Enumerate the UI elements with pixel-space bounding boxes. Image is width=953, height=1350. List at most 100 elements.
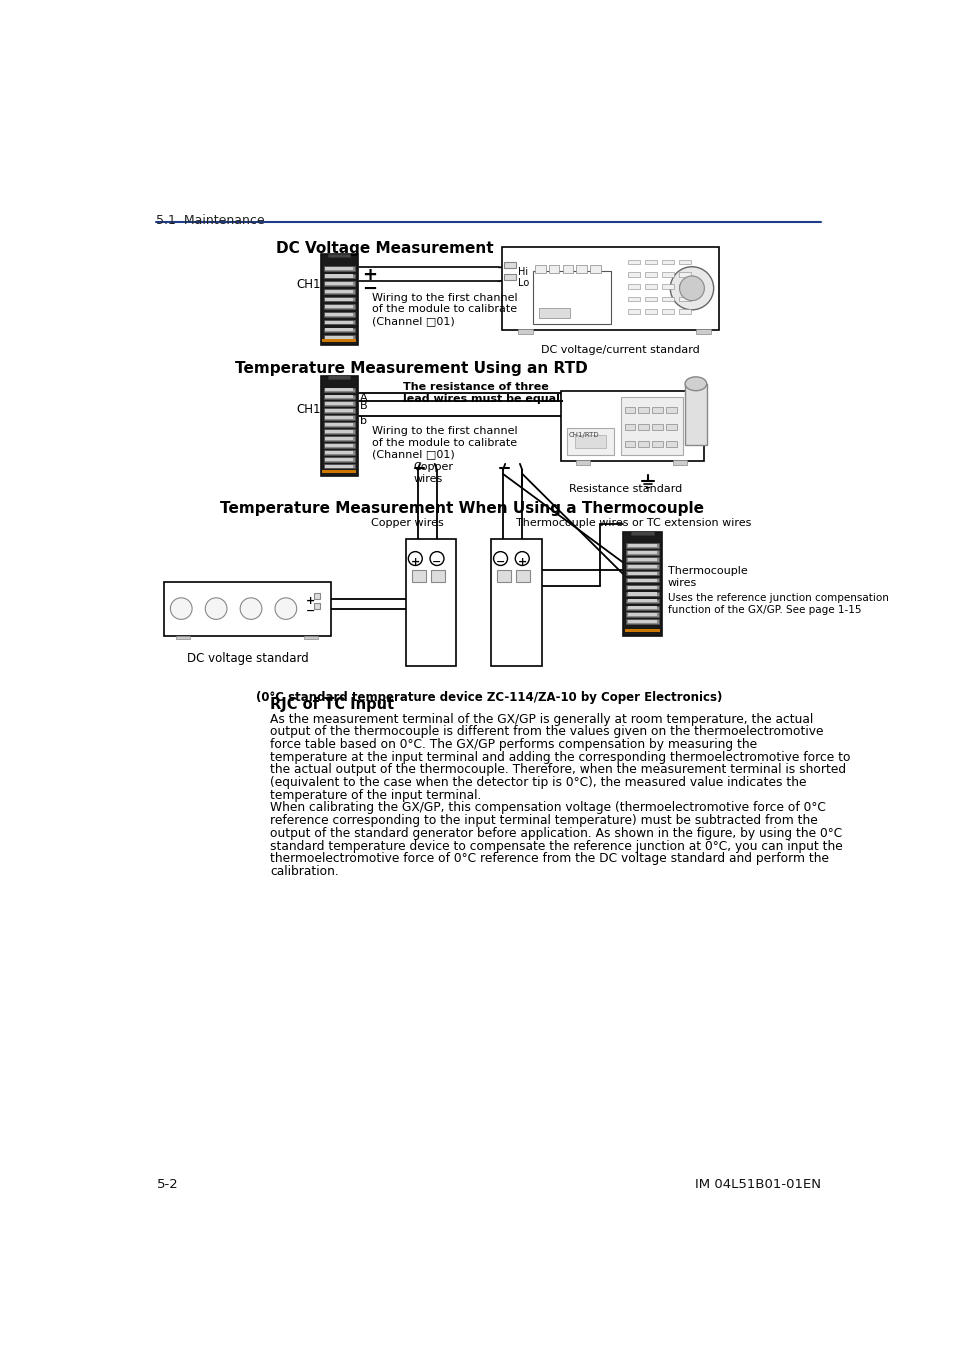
- Bar: [516, 570, 530, 582]
- Bar: [323, 274, 355, 278]
- Text: Wiring to the first channel
of the module to calibrate
(Channel □01): Wiring to the first channel of the modul…: [372, 427, 517, 459]
- Bar: [661, 309, 674, 313]
- Bar: [661, 285, 674, 289]
- Bar: [625, 598, 658, 603]
- Bar: [164, 582, 331, 636]
- Bar: [627, 579, 657, 582]
- Bar: [323, 443, 355, 448]
- Text: output of the standard generator before application. As shown in the figure, by : output of the standard generator before …: [270, 828, 841, 840]
- Bar: [325, 328, 353, 331]
- Circle shape: [493, 552, 507, 566]
- Bar: [652, 424, 662, 429]
- Text: reference corresponding to the input terminal temperature) must be subtracted fr: reference corresponding to the input ter…: [270, 814, 818, 828]
- Text: IM 04L51B01-01EN: IM 04L51B01-01EN: [695, 1179, 821, 1192]
- Text: As the measurement terminal of the GX/GP is generally at room temperature, the a: As the measurement terminal of the GX/GP…: [270, 713, 813, 725]
- Bar: [627, 297, 639, 301]
- Bar: [625, 558, 658, 562]
- Bar: [627, 564, 657, 568]
- Bar: [322, 470, 356, 472]
- Bar: [625, 613, 658, 617]
- Bar: [644, 309, 657, 313]
- Bar: [534, 265, 545, 273]
- Bar: [323, 297, 355, 301]
- Bar: [323, 305, 355, 309]
- Text: +: +: [410, 556, 419, 567]
- Bar: [323, 387, 355, 393]
- Bar: [625, 585, 658, 590]
- Text: thermoelectromotive force of 0°C reference from the DC voltage standard and perf: thermoelectromotive force of 0°C referen…: [270, 852, 828, 865]
- Text: +: +: [517, 556, 526, 567]
- Text: RJC of TC Input: RJC of TC Input: [270, 697, 395, 713]
- Bar: [320, 377, 357, 477]
- Text: Thermocouple wires or TC extension wires: Thermocouple wires or TC extension wires: [516, 518, 751, 528]
- Text: output of the thermocouple is different from the values given on the thermoelect: output of the thermocouple is different …: [270, 725, 823, 738]
- Text: temperature at the input terminal and adding the corresponding thermoelectromoti: temperature at the input terminal and ad…: [270, 751, 850, 764]
- Bar: [314, 603, 319, 609]
- Bar: [625, 543, 658, 548]
- Bar: [325, 336, 353, 339]
- Text: force table based on 0°C. The GX/GP performs compensation by measuring the: force table based on 0°C. The GX/GP perf…: [270, 738, 757, 751]
- Text: −: −: [361, 279, 376, 298]
- Bar: [548, 265, 558, 273]
- Bar: [323, 312, 355, 317]
- Bar: [517, 329, 533, 333]
- Bar: [323, 450, 355, 455]
- Text: DC Voltage Measurement: DC Voltage Measurement: [275, 240, 493, 255]
- Text: +: +: [306, 595, 314, 606]
- Circle shape: [679, 275, 703, 301]
- Text: Uses the reference junction compensation
function of the GX/GP. See page 1-15: Uses the reference junction compensation…: [667, 593, 888, 614]
- Bar: [575, 435, 605, 448]
- Bar: [624, 424, 635, 429]
- Text: Copper
wires: Copper wires: [414, 462, 454, 483]
- Bar: [325, 389, 353, 391]
- Circle shape: [515, 552, 529, 566]
- Bar: [325, 409, 353, 412]
- Bar: [627, 613, 657, 617]
- Bar: [175, 636, 190, 640]
- Bar: [652, 440, 662, 447]
- Bar: [627, 593, 657, 595]
- Bar: [590, 265, 600, 273]
- Bar: [625, 564, 658, 568]
- Bar: [325, 267, 353, 270]
- Text: 5-2: 5-2: [156, 1179, 178, 1192]
- Bar: [491, 539, 541, 667]
- Bar: [323, 401, 355, 406]
- Bar: [412, 570, 426, 582]
- Bar: [325, 451, 353, 454]
- Text: Temperature Measurement When Using a Thermocouple: Temperature Measurement When Using a The…: [220, 501, 703, 516]
- Bar: [679, 297, 691, 301]
- Bar: [323, 289, 355, 294]
- Bar: [576, 265, 587, 273]
- Bar: [325, 444, 353, 447]
- Bar: [661, 273, 674, 277]
- Bar: [567, 428, 613, 455]
- Text: Hi: Hi: [517, 267, 527, 277]
- Bar: [627, 273, 639, 277]
- Bar: [325, 282, 353, 285]
- Bar: [323, 436, 355, 440]
- Bar: [328, 254, 350, 258]
- Bar: [325, 274, 353, 278]
- Bar: [325, 396, 353, 398]
- Bar: [679, 309, 691, 313]
- Bar: [620, 397, 682, 455]
- Text: CH1: CH1: [295, 278, 320, 290]
- Text: −: −: [432, 556, 441, 567]
- Circle shape: [274, 598, 296, 620]
- Text: Thermocouple
wires: Thermocouple wires: [667, 566, 747, 587]
- Text: DC voltage standard: DC voltage standard: [187, 652, 309, 666]
- Bar: [644, 259, 657, 265]
- Text: −: −: [306, 606, 315, 616]
- Text: Copper wires: Copper wires: [371, 518, 443, 528]
- Bar: [323, 416, 355, 420]
- Bar: [638, 440, 649, 447]
- Bar: [328, 375, 350, 379]
- Bar: [323, 266, 355, 270]
- Bar: [323, 429, 355, 433]
- Bar: [627, 620, 657, 624]
- Bar: [323, 320, 355, 324]
- Bar: [679, 285, 691, 289]
- Bar: [627, 606, 657, 609]
- Bar: [644, 273, 657, 277]
